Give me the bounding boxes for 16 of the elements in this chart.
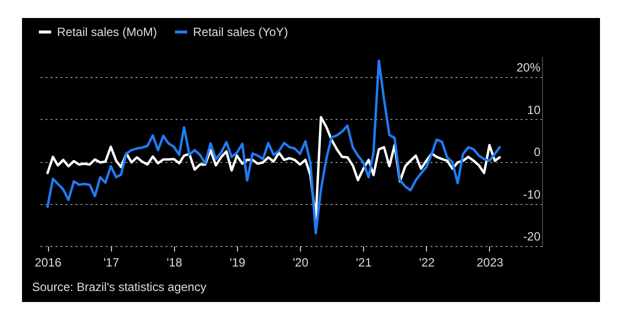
x-tick-label: '20 (292, 256, 309, 270)
x-tick-label: '22 (419, 256, 436, 270)
y-tick-label: 10 (527, 102, 541, 117)
y-tick-label: -10 (523, 187, 541, 202)
x-tick-label: 2016 (34, 256, 62, 270)
y-tick-label: 20% (516, 60, 541, 75)
source-note: Source: Brazil's statistics agency (32, 280, 206, 294)
y-tick-label: -20 (523, 230, 541, 244)
legend-label: Retail sales (MoM) (57, 25, 158, 39)
y-tick-label: 0 (534, 145, 541, 160)
x-tick-label: '21 (356, 256, 372, 270)
x-tick-label: '19 (230, 256, 246, 270)
x-tick-label: '17 (103, 256, 120, 270)
x-tick-label: 2023 (476, 256, 504, 270)
legend-label: Retail sales (YoY) (193, 25, 288, 39)
x-tick-label: '18 (166, 256, 183, 270)
